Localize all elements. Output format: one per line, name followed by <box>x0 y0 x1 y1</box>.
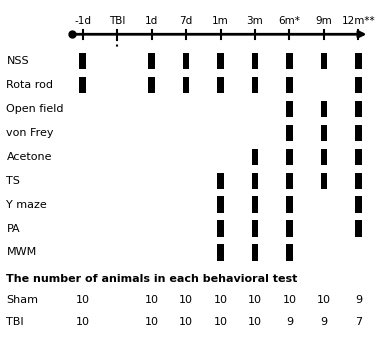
Text: PA: PA <box>7 224 20 234</box>
Bar <box>286 53 293 69</box>
Bar <box>79 77 86 93</box>
Bar <box>148 77 155 93</box>
Text: 10: 10 <box>317 295 331 305</box>
Bar <box>355 101 362 117</box>
Text: 12m**: 12m** <box>342 16 375 26</box>
Text: 10: 10 <box>75 295 90 305</box>
Bar <box>355 148 362 165</box>
Text: 9m: 9m <box>316 16 332 26</box>
Bar <box>355 220 362 237</box>
Bar <box>286 172 293 189</box>
Text: 10: 10 <box>179 295 193 305</box>
Bar <box>321 148 327 165</box>
Text: Open field: Open field <box>7 104 64 114</box>
Text: 6m*: 6m* <box>278 16 300 26</box>
Bar <box>321 172 327 189</box>
Text: 10: 10 <box>75 317 90 327</box>
Bar <box>355 53 362 69</box>
Bar <box>217 172 224 189</box>
Bar <box>252 196 258 213</box>
Bar <box>286 77 293 93</box>
Text: The number of animals in each behavioral test: The number of animals in each behavioral… <box>7 274 298 284</box>
Bar <box>321 53 327 69</box>
Bar <box>252 148 258 165</box>
Bar <box>217 196 224 213</box>
Bar <box>252 244 258 261</box>
Bar <box>217 244 224 261</box>
Bar <box>355 196 362 213</box>
Bar <box>79 53 86 69</box>
Bar <box>286 124 293 141</box>
Bar <box>355 172 362 189</box>
Text: 9: 9 <box>286 317 293 327</box>
Bar <box>183 53 189 69</box>
Text: 9: 9 <box>321 317 327 327</box>
Bar <box>148 53 155 69</box>
Text: 3m: 3m <box>247 16 264 26</box>
Bar <box>252 172 258 189</box>
Text: Rota rod: Rota rod <box>7 80 53 90</box>
Text: 1m: 1m <box>212 16 229 26</box>
Bar <box>321 124 327 141</box>
Bar <box>286 244 293 261</box>
Bar <box>252 220 258 237</box>
Text: 7: 7 <box>355 317 362 327</box>
Bar <box>252 77 258 93</box>
Bar <box>286 101 293 117</box>
Bar <box>217 220 224 237</box>
Text: NSS: NSS <box>7 56 29 66</box>
Text: 10: 10 <box>144 295 159 305</box>
Text: TBI: TBI <box>7 317 24 327</box>
Text: 1d: 1d <box>145 16 158 26</box>
Bar <box>286 220 293 237</box>
Text: Y maze: Y maze <box>7 200 47 210</box>
Bar <box>217 53 224 69</box>
Text: Acetone: Acetone <box>7 152 52 162</box>
Text: von Frey: von Frey <box>7 128 54 138</box>
Text: 7d: 7d <box>179 16 193 26</box>
Text: 10: 10 <box>214 295 228 305</box>
Text: -1d: -1d <box>74 16 91 26</box>
Text: 10: 10 <box>214 317 228 327</box>
Bar <box>252 53 258 69</box>
Bar <box>355 124 362 141</box>
Text: 9: 9 <box>355 295 362 305</box>
Text: TBI: TBI <box>109 16 125 26</box>
Bar <box>286 148 293 165</box>
Text: 10: 10 <box>144 317 159 327</box>
Text: MWM: MWM <box>7 248 37 258</box>
Text: 10: 10 <box>248 317 262 327</box>
Text: 10: 10 <box>248 295 262 305</box>
Text: 10: 10 <box>283 295 296 305</box>
Text: TS: TS <box>7 176 20 186</box>
Text: 10: 10 <box>179 317 193 327</box>
Text: Sham: Sham <box>7 295 38 305</box>
Bar <box>321 101 327 117</box>
Bar <box>217 77 224 93</box>
Bar <box>183 77 189 93</box>
Bar <box>286 196 293 213</box>
Bar <box>355 77 362 93</box>
